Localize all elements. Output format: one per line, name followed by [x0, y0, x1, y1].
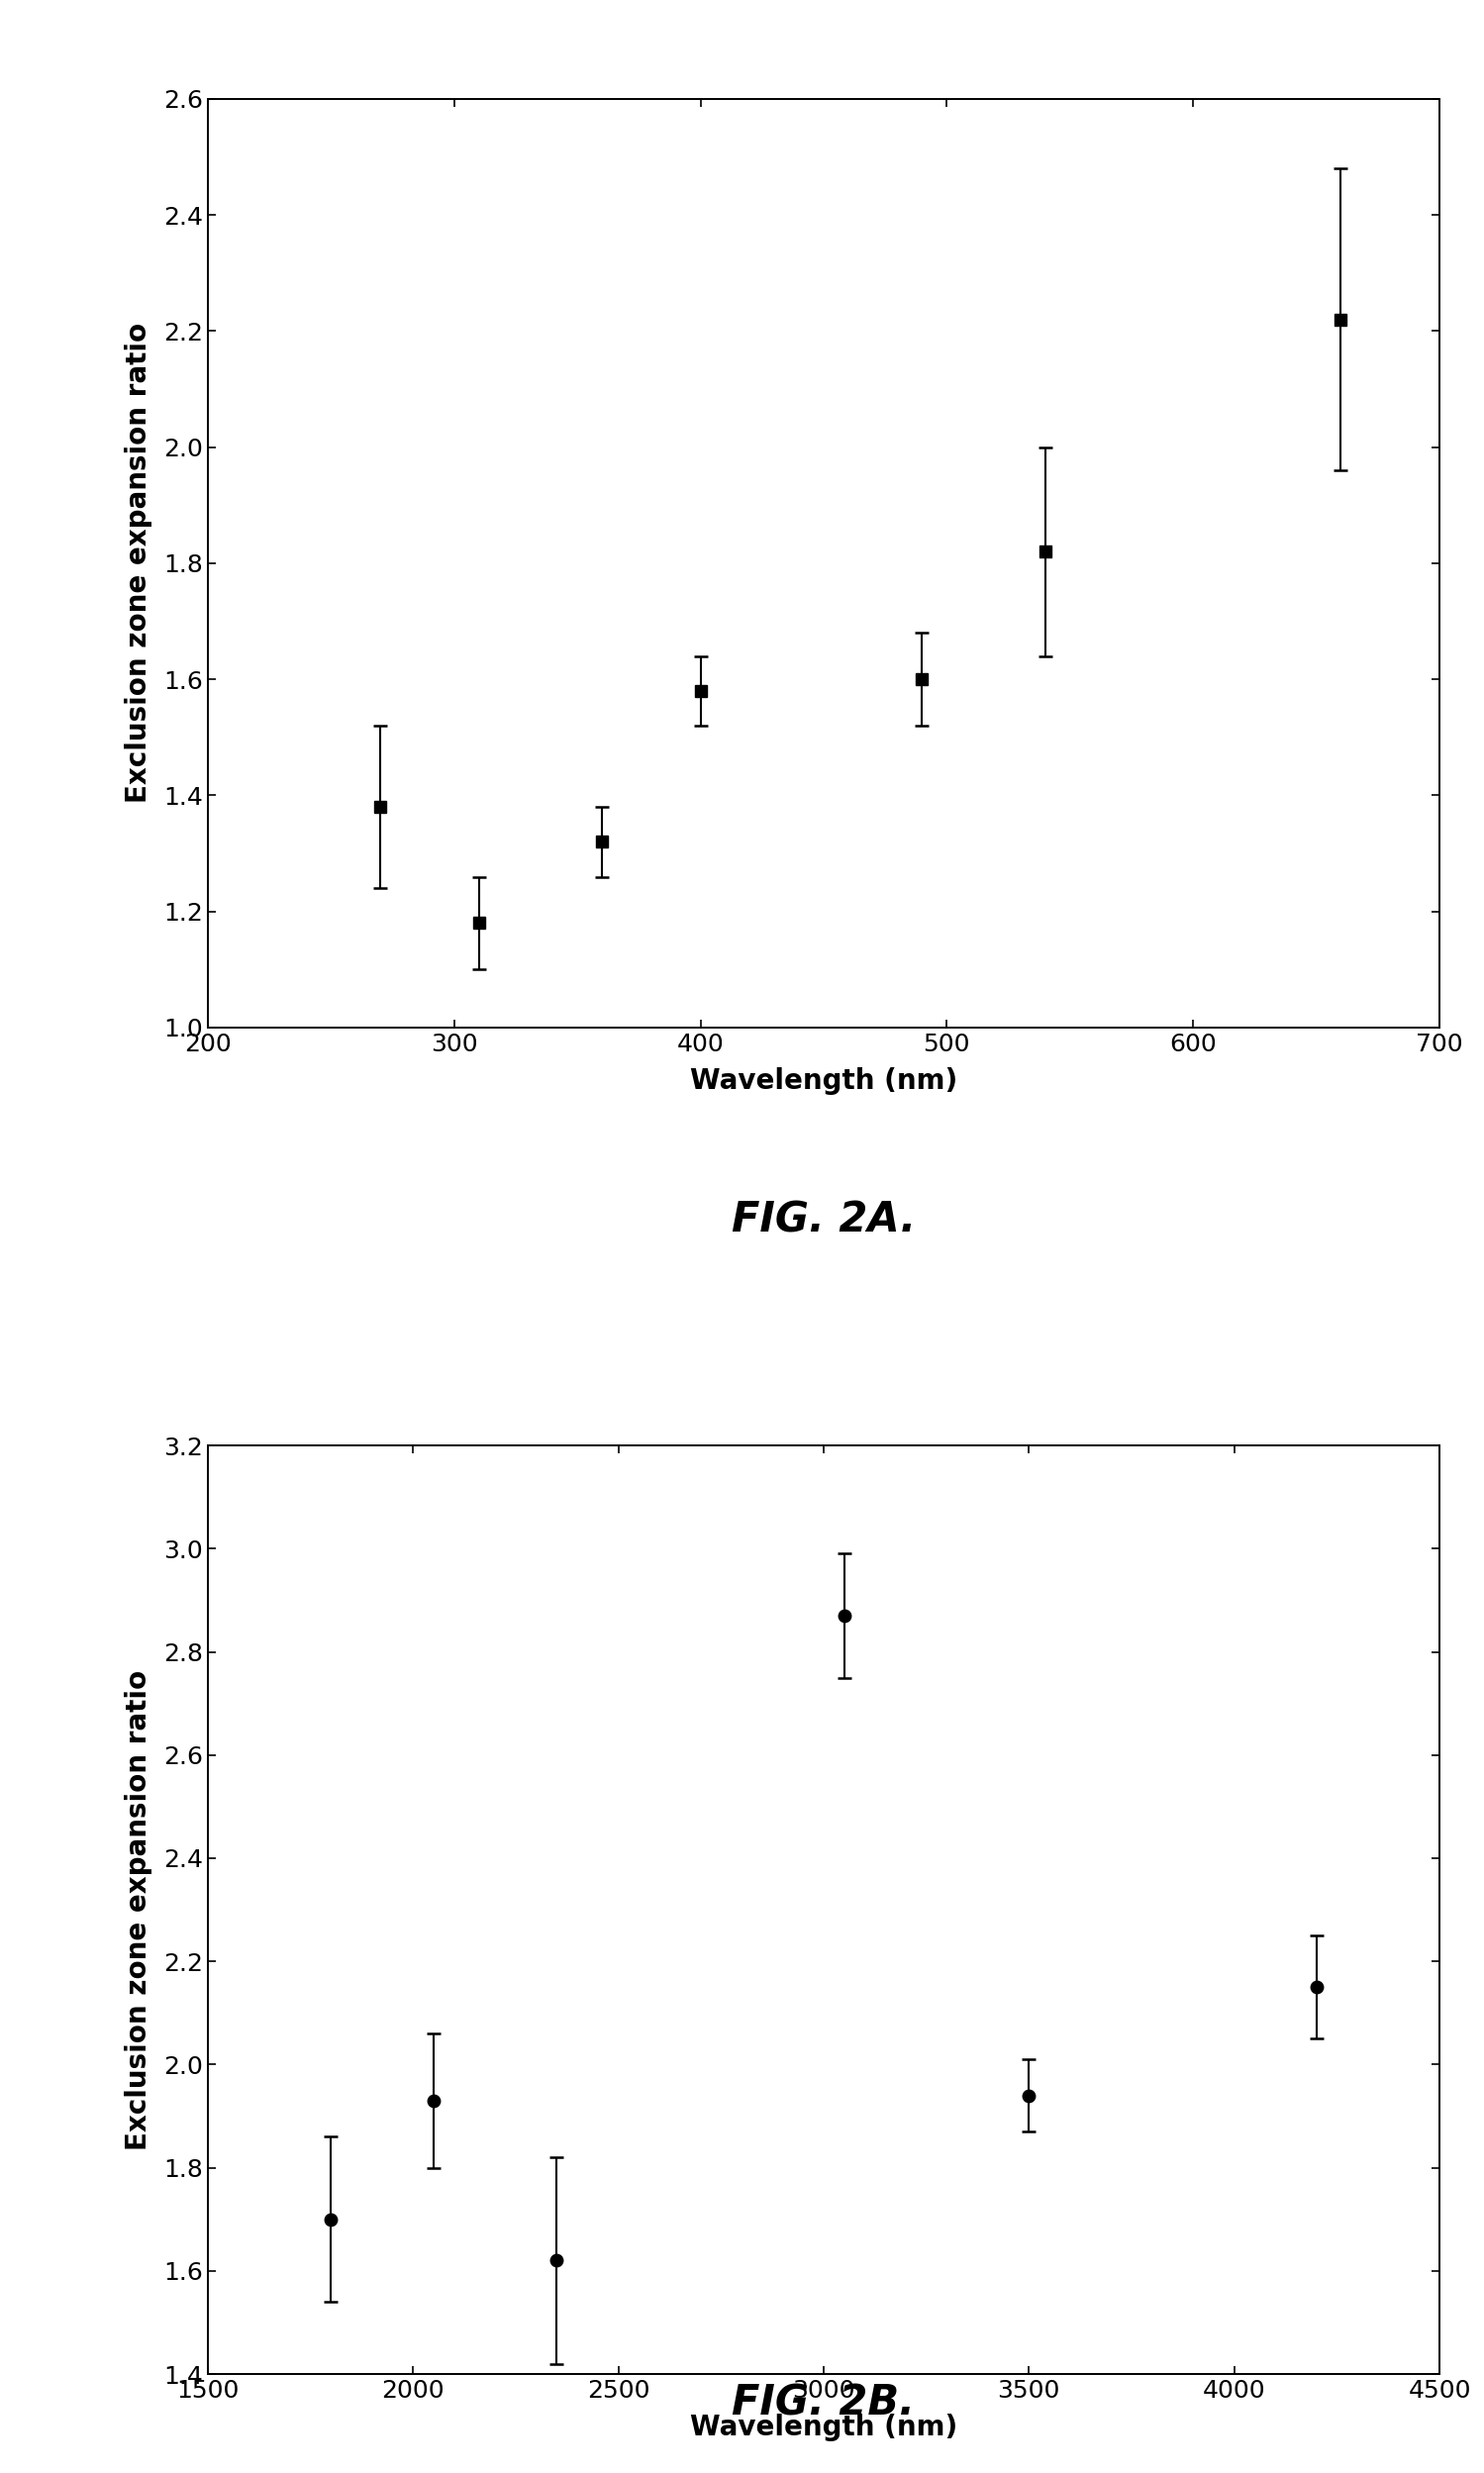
X-axis label: Wavelength (nm): Wavelength (nm)	[690, 2414, 957, 2441]
Text: FIG. 2B.: FIG. 2B.	[732, 2381, 916, 2424]
Text: FIG. 2A.: FIG. 2A.	[732, 1199, 916, 1241]
X-axis label: Wavelength (nm): Wavelength (nm)	[690, 1068, 957, 1096]
Y-axis label: Exclusion zone expansion ratio: Exclusion zone expansion ratio	[125, 324, 153, 804]
Y-axis label: Exclusion zone expansion ratio: Exclusion zone expansion ratio	[125, 1669, 153, 2149]
